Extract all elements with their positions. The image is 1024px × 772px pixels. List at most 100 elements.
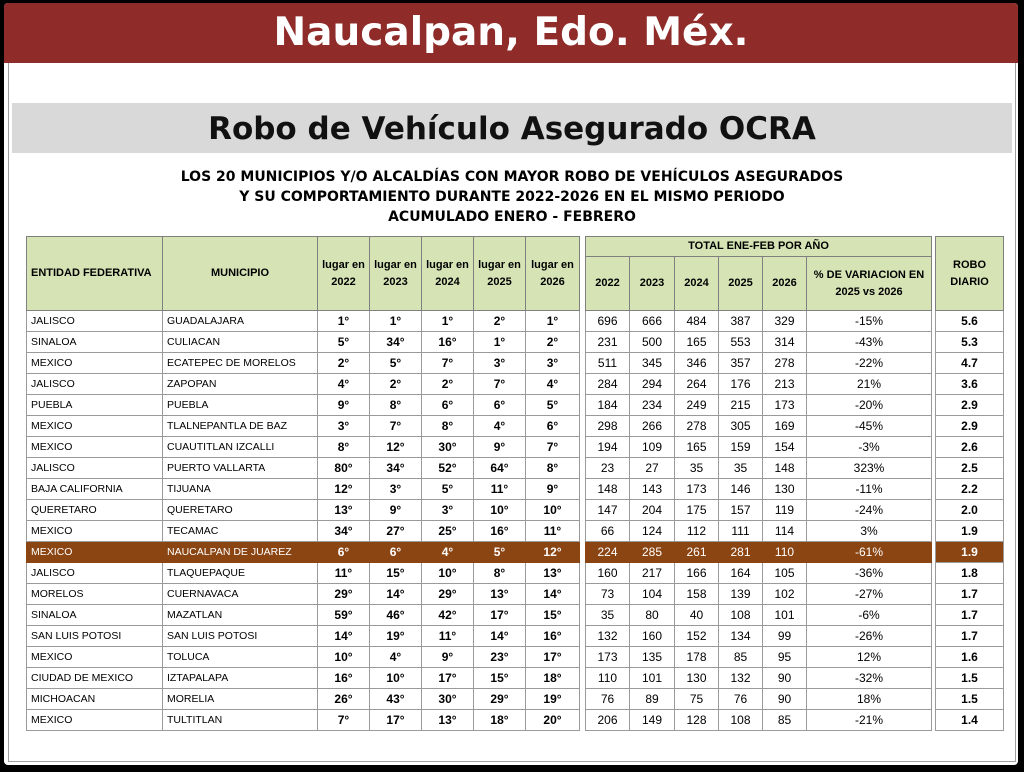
header-year-2024: 2024: [674, 256, 719, 311]
table-row: SAN LUIS POTOSI SAN LUIS POTOSI 14° 19° 11° 1…: [26, 625, 580, 647]
cell-total: 278: [762, 352, 807, 374]
description-line-3: ACUMULADO ENERO - FEBRERO: [388, 209, 636, 225]
table-row: 5.3: [935, 331, 1004, 353]
cell-total: 85: [718, 646, 763, 668]
cell-lugar: 9°: [421, 646, 474, 668]
cell-lugar: 27°: [369, 520, 422, 542]
cell-total: 249: [674, 394, 719, 416]
cell-robo-diario: 1.6: [935, 646, 1004, 668]
cell-total: 217: [629, 562, 675, 584]
cell-lugar: 34°: [317, 520, 370, 542]
cell-total: 114: [762, 520, 807, 542]
cell-total: 298: [585, 415, 630, 437]
cell-lugar: 4°: [525, 373, 580, 395]
cell-total: 89: [629, 688, 675, 710]
cell-lugar: 10°: [369, 667, 422, 689]
cell-total: 35: [585, 604, 630, 626]
table-row: PUEBLA PUEBLA 9° 8° 6° 6° 5°: [26, 394, 580, 416]
cell-lugar: 26°: [317, 688, 370, 710]
cell-total: 206: [585, 709, 630, 731]
cell-municipio: PUERTO VALLARTA: [162, 457, 318, 479]
cell-total: 75: [674, 688, 719, 710]
cell-lugar: 64°: [473, 457, 526, 479]
cell-lugar: 2°: [369, 373, 422, 395]
cell-total: 166: [674, 562, 719, 584]
table-row: 73 104 158 139 102 -27%: [585, 583, 933, 605]
cell-total: 149: [629, 709, 675, 731]
table-row: 23 27 35 35 148 323%: [585, 457, 933, 479]
cell-lugar: 7°: [421, 352, 474, 374]
cell-lugar: 6°: [369, 541, 422, 563]
table-row: 511 345 346 357 278 -22%: [585, 352, 933, 374]
header-total-group: TOTAL ENE-FEB POR AÑO: [584, 236, 933, 257]
cell-lugar: 13°: [525, 562, 580, 584]
cell-robo-diario: 1.7: [935, 583, 1004, 605]
cell-total: 157: [718, 499, 763, 521]
cell-lugar: 9°: [525, 478, 580, 500]
cell-robo-diario: 1.5: [935, 667, 1004, 689]
banner-title: Naucalpan, Edo. Méx.: [4, 3, 1018, 63]
cell-lugar: 13°: [421, 709, 474, 731]
cell-lugar: 8°: [369, 394, 422, 416]
table-row: 1.6: [935, 646, 1004, 668]
cell-lugar: 15°: [525, 604, 580, 626]
cell-municipio: ZAPOPAN: [162, 373, 318, 395]
cell-lugar: 29°: [473, 688, 526, 710]
cell-entidad: MEXICO: [26, 352, 163, 374]
cell-lugar: 5°: [473, 541, 526, 563]
cell-total: 95: [762, 646, 807, 668]
cell-lugar: 43°: [369, 688, 422, 710]
table-row: 206 149 128 108 85 -21%: [585, 709, 933, 731]
cell-lugar: 7°: [369, 415, 422, 437]
cell-entidad: MEXICO: [26, 709, 163, 731]
cell-total: 666: [629, 310, 675, 332]
cell-lugar: 3°: [317, 415, 370, 437]
cell-lugar: 46°: [369, 604, 422, 626]
cell-lugar: 8°: [525, 457, 580, 479]
cell-total: 76: [718, 688, 763, 710]
table-row: 1.5: [935, 667, 1004, 689]
cell-total: 109: [629, 436, 675, 458]
cell-total: 85: [762, 709, 807, 731]
cell-variacion: -61%: [805, 541, 933, 563]
subtitle: Robo de Vehículo Asegurado OCRA: [12, 103, 1012, 153]
cell-municipio: TULTITLAN: [162, 709, 318, 731]
table-row: QUERETARO QUERETARO 13° 9° 3° 10° 10°: [26, 499, 580, 521]
cell-lugar: 13°: [317, 499, 370, 521]
cell-lugar: 19°: [369, 625, 422, 647]
cell-variacion: 21%: [805, 373, 933, 395]
cell-variacion: -21%: [805, 709, 933, 731]
table-row: 1.7: [935, 583, 1004, 605]
cell-lugar: 10°: [473, 499, 526, 521]
cell-total: 146: [718, 478, 763, 500]
cell-lugar: 11°: [421, 625, 474, 647]
cell-total: 80: [629, 604, 675, 626]
cell-total: 111: [718, 520, 763, 542]
table-row: 2.9: [935, 394, 1004, 416]
cell-entidad: MEXICO: [26, 646, 163, 668]
cell-entidad: MEXICO: [26, 415, 163, 437]
table-row: 696 666 484 387 329 -15%: [585, 310, 933, 332]
cell-total: 329: [762, 310, 807, 332]
cell-total: 134: [718, 625, 763, 647]
cell-entidad: SINALOA: [26, 331, 163, 353]
cell-variacion: -27%: [805, 583, 933, 605]
table-row: MEXICO NAUCALPAN DE JUAREZ 6° 6° 4° 5° 12°: [26, 541, 580, 563]
table-row: 284 294 264 176 213 21%: [585, 373, 933, 395]
table-row: 1.4: [935, 709, 1004, 731]
table-row: 148 143 173 146 130 -11%: [585, 478, 933, 500]
cell-lugar: 17°: [369, 709, 422, 731]
cell-total: 215: [718, 394, 763, 416]
cell-municipio: SAN LUIS POTOSI: [162, 625, 318, 647]
table-row: 2.5: [935, 457, 1004, 479]
table-row: MEXICO CUAUTITLAN IZCALLI 8° 12° 30° 9° 7°: [26, 436, 580, 458]
cell-entidad: JALISCO: [26, 562, 163, 584]
cell-municipio: TIJUANA: [162, 478, 318, 500]
cell-lugar: 52°: [421, 457, 474, 479]
cell-municipio: CULIACAN: [162, 331, 318, 353]
cell-lugar: 11°: [473, 478, 526, 500]
cell-total: 139: [718, 583, 763, 605]
cell-entidad: MORELOS: [26, 583, 163, 605]
cell-total: 294: [629, 373, 675, 395]
table-row: 1.7: [935, 604, 1004, 626]
